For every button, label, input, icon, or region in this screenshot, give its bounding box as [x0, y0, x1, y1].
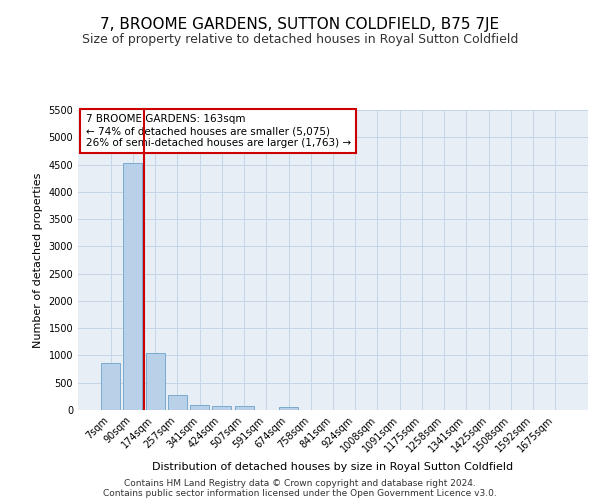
- X-axis label: Distribution of detached houses by size in Royal Sutton Coldfield: Distribution of detached houses by size …: [152, 462, 514, 472]
- Text: Contains HM Land Registry data © Crown copyright and database right 2024.: Contains HM Land Registry data © Crown c…: [124, 478, 476, 488]
- Bar: [146, 352, 164, 410]
- Text: 7, BROOME GARDENS, SUTTON COLDFIELD, B75 7JE: 7, BROOME GARDENS, SUTTON COLDFIELD, B75…: [100, 18, 500, 32]
- Bar: [212, 406, 231, 410]
- Bar: [279, 408, 298, 410]
- Text: 7 BROOME GARDENS: 163sqm
← 74% of detached houses are smaller (5,075)
26% of sem: 7 BROOME GARDENS: 163sqm ← 74% of detach…: [86, 114, 351, 148]
- Bar: [235, 406, 254, 410]
- Bar: [168, 394, 187, 410]
- Bar: [101, 362, 120, 410]
- Text: Contains public sector information licensed under the Open Government Licence v3: Contains public sector information licen…: [103, 488, 497, 498]
- Bar: [124, 163, 142, 410]
- Bar: [190, 405, 209, 410]
- Y-axis label: Number of detached properties: Number of detached properties: [33, 172, 43, 348]
- Text: Size of property relative to detached houses in Royal Sutton Coldfield: Size of property relative to detached ho…: [82, 32, 518, 46]
